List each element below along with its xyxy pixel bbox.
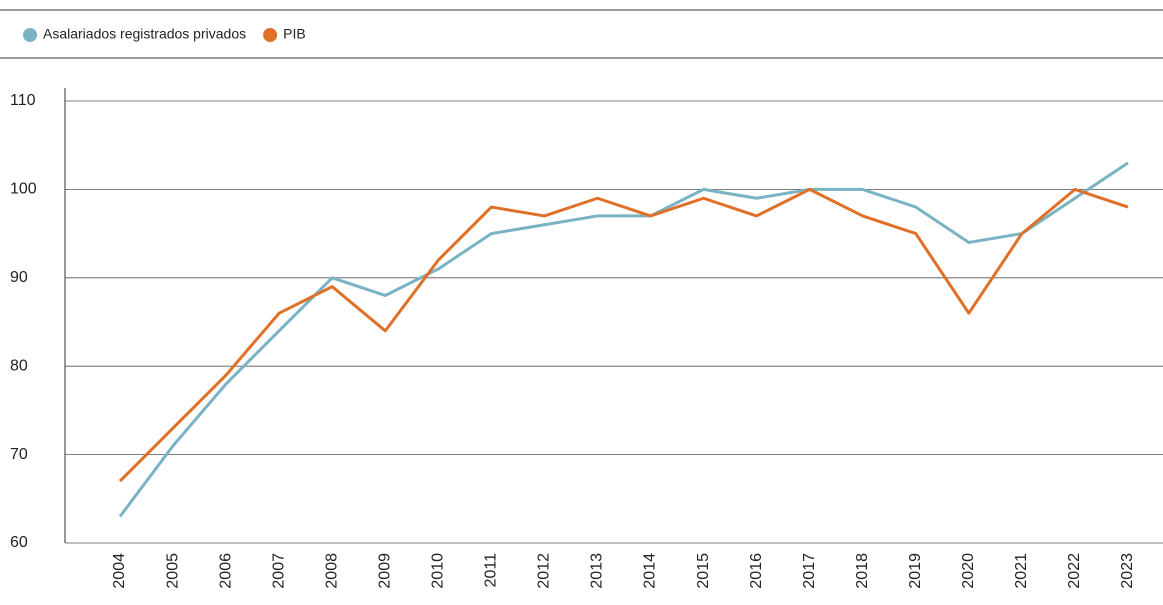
x-tick-label: 2020	[960, 553, 977, 589]
x-tick-label: 2017	[801, 553, 818, 589]
x-tick-label: 2013	[589, 553, 606, 589]
legend-marker	[23, 28, 37, 42]
x-tick-label: 2019	[907, 553, 924, 589]
legend-marker	[263, 28, 278, 42]
legend: Asalariados registrados privados PIB	[23, 26, 306, 42]
data-line	[118, 161, 1129, 518]
x-tick-label: 2011	[483, 553, 500, 588]
x-tick-label: 2012	[536, 553, 553, 589]
y-tick-label: 60	[10, 534, 28, 551]
legend-label: PIB	[283, 26, 306, 42]
x-tick-label: 2015	[695, 553, 712, 589]
x-tick-label: 2014	[642, 553, 659, 589]
x-tick-label: 2004	[111, 553, 128, 589]
x-tick-label: 2016	[748, 553, 765, 589]
y-tick-label: 90	[10, 269, 28, 286]
x-tick-label: 2018	[854, 553, 871, 589]
y-tick-label: 80	[10, 357, 28, 374]
x-tick-label: 2006	[217, 553, 234, 589]
y-tick-label: 70	[10, 446, 28, 463]
x-tick-label: 2005	[164, 553, 181, 589]
x-tick-label: 2008	[323, 553, 340, 589]
x-tick-label: 2010	[430, 553, 447, 589]
y-tick-label: 110	[10, 92, 36, 109]
x-tick-label: 2007	[270, 553, 287, 589]
y-tick-label: 100	[10, 181, 37, 198]
legend-label: Asalariados registrados privados	[43, 26, 246, 42]
data-line	[118, 187, 1129, 483]
x-tick-label: 2022	[1066, 553, 1083, 589]
x-tick-label: 2009	[376, 553, 393, 589]
x-tick-label: 2021	[1013, 553, 1030, 589]
x-tick-label: 2023	[1119, 553, 1136, 589]
